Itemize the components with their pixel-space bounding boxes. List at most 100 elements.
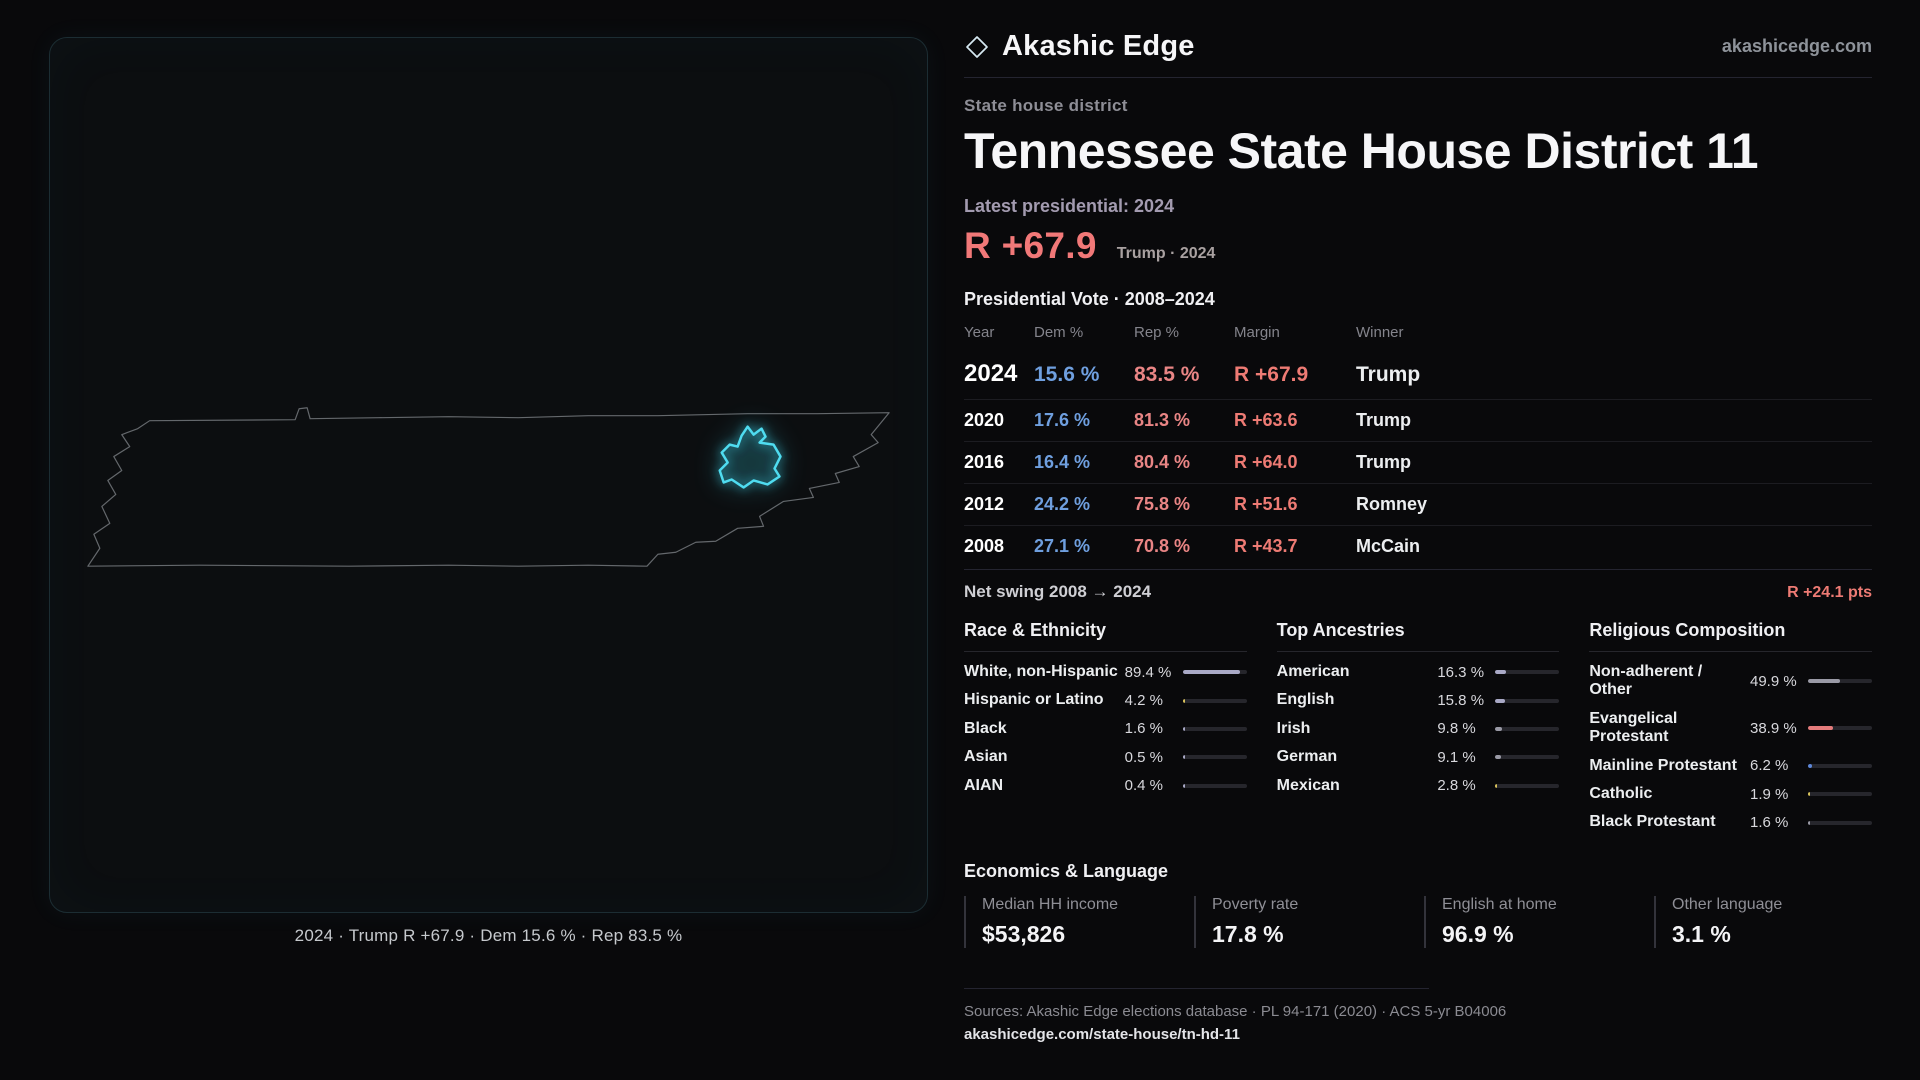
econ-stat-value: 96.9 % [1442,920,1514,947]
demo-item-bar [1495,755,1560,760]
margin-cell: R +43.7 [1234,536,1298,556]
demo-item-bar [1807,792,1872,797]
demo-item-value: 6.2 % [1749,757,1789,775]
winner-cell: Trump [1356,452,1412,472]
sources-text: Sources: Akashic Edge elections database… [964,1002,1507,1020]
economics-title: Economics & Language [964,860,1169,881]
demo-item: Mexican 2.8 % [1277,772,1560,800]
dem-pct-cell: 27.1 % [1034,536,1091,556]
category-label: State house district [964,96,1128,115]
demo-item: Mainline Protestant 6.2 % [1589,752,1872,780]
demo-item-label: American [1276,663,1350,680]
demo-item-label: English [1276,691,1335,709]
year-cell: 2012 [964,494,1005,514]
demo-column-title: Religious Composition [1589,620,1872,652]
dem-pct-cell: 15.6 % [1034,363,1100,386]
col-header-rep: Rep % [1134,324,1180,341]
demo-item-label: Non-adherent / Other [1589,663,1703,699]
demo-item-label: Black Protestant [1589,813,1716,831]
vote-row-2020: 2020 17.6 % 81.3 % R +63.6 Trump [964,399,1872,441]
econ-stat-label: Other language [1672,895,1783,913]
rep-pct-cell: 81.3 % [1134,410,1191,430]
demo-item: Evangelical Protestant 38.9 % [1589,705,1872,752]
demo-item-label: Black [964,719,1007,737]
map-caption: 2024 · Trump R +67.9 · Dem 15.6 % · Rep … [294,926,683,945]
economics-grid: Median HH income $53,826 Poverty rate 17.8 … [964,895,1872,948]
demo-item-bar [1807,726,1872,731]
tennessee-outline [87,407,890,567]
demo-item-value: 1.9 % [1749,785,1789,803]
demo-item-value: 1.6 % [1749,814,1789,832]
demo-item-bar-fill [1807,726,1833,731]
demo-item-value: 9.1 % [1437,748,1476,766]
net-swing-row: Net swing 2008 → 2024 R +24.1 pts [964,569,1872,602]
demo-item-bar [1182,698,1247,703]
vote-table-rows: 2024 15.6 % 83.5 % R +67.9 Trump 2020 17.6 % 81… [964,349,1872,567]
vote-table-title: Presidential Vote · 2008–2024 [964,289,1215,309]
demo-item-bar-fill [1182,670,1240,675]
rep-pct-cell: 75.8 % [1134,494,1191,514]
demo-column: Race & Ethnicity White, non-Hispanic 89.4 … [964,620,1247,837]
demo-item-bar [1495,698,1560,703]
demo-item-bar [1495,726,1560,731]
demo-column: Top Ancestries American 16.3 % English 15.8 … [1276,620,1560,837]
econ-stat: Poverty rate 17.8 % [1194,895,1412,948]
demo-item: Black 1.6 % [964,715,1247,743]
demo-item-label: German [1276,748,1338,766]
dem-pct-cell: 17.6 % [1034,410,1091,430]
demo-item-label: White, non-Hispanic [964,663,1118,680]
demo-item-bar-fill [1807,792,1810,797]
demo-column: Religious Composition Non-adherent / Othe… [1589,620,1872,837]
demo-item-value: 1.6 % [1124,720,1164,738]
headline-margin-row: R +67.9 Trump · 2024 [964,225,1872,267]
demo-item-bar-fill [1495,670,1506,675]
demo-item-bar-fill [1807,820,1810,825]
net-swing-label: Net swing 2008 → 2024 [964,582,1152,601]
vote-table-header: Year Dem % Rep % Margin Winner [964,324,1872,349]
latest-presidential-label: Latest presidential: 2024 [964,196,1175,216]
demo-item-label: Hispanic or Latino [964,691,1104,709]
econ-stat-value: 3.1 % [1672,920,1731,947]
econ-stat-value: 17.8 % [1212,920,1284,947]
demo-item-bar-fill [1807,679,1840,684]
page-title: Tennessee State House District 11 [964,123,1759,179]
demo-item-label: Irish [1276,719,1311,737]
tennessee-map [87,407,890,567]
demo-item-label: Mainline Protestant [1589,756,1737,774]
year-cell: 2016 [964,452,1005,472]
headline-margin-note: Trump · 2024 [1116,245,1216,262]
demo-item-bar [1807,763,1872,768]
demo-item-bar-fill [1495,755,1502,760]
demo-item-bar-fill [1182,698,1186,703]
econ-stat: English at home 96.9 % [1424,895,1642,948]
dem-pct-cell: 24.2 % [1034,494,1091,514]
demo-item: German 9.1 % [1277,743,1560,771]
col-header-margin: Margin [1234,324,1280,341]
winner-cell: Trump [1356,363,1421,386]
demo-item: White, non-Hispanic 89.4 % [964,658,1247,686]
rep-pct-cell: 80.4 % [1134,452,1191,472]
margin-cell: R +67.9 [1234,363,1309,386]
vote-row-2012: 2012 24.2 % 75.8 % R +51.6 Romney [964,483,1872,525]
demo-item-bar [1182,783,1247,788]
demo-item-bar [1182,726,1247,731]
col-header-winner: Winner [1356,324,1404,341]
permalink[interactable]: akashicedge.com/state-house/tn-hd-11 [964,1025,1240,1043]
demo-item-value: 0.5 % [1124,748,1164,766]
vote-row-2008: 2008 27.1 % 70.8 % R +43.7 McCain [964,525,1872,567]
demo-item-value: 16.3 % [1437,663,1485,681]
dem-pct-cell: 16.4 % [1034,452,1091,472]
footer-divider [964,987,1429,989]
demo-item-label: AIAN [964,776,1004,794]
content-panel: Akashic Edge akashicedge.com State house… [964,30,1872,1044]
year-cell: 2008 [964,536,1005,556]
demo-item-label: Asian [964,748,1008,766]
demo-item-bar-fill [1182,783,1185,788]
net-swing-value: R +24.1 pts [1787,584,1872,601]
econ-stat-label: English at home [1442,895,1557,913]
demo-item-bar-fill [1182,755,1185,760]
demo-item-bar [1182,755,1247,760]
demo-item-bar [1807,820,1872,825]
brand-domain-link[interactable]: akashicedge.com [1721,36,1872,56]
demo-item-value: 4.2 % [1124,692,1164,710]
